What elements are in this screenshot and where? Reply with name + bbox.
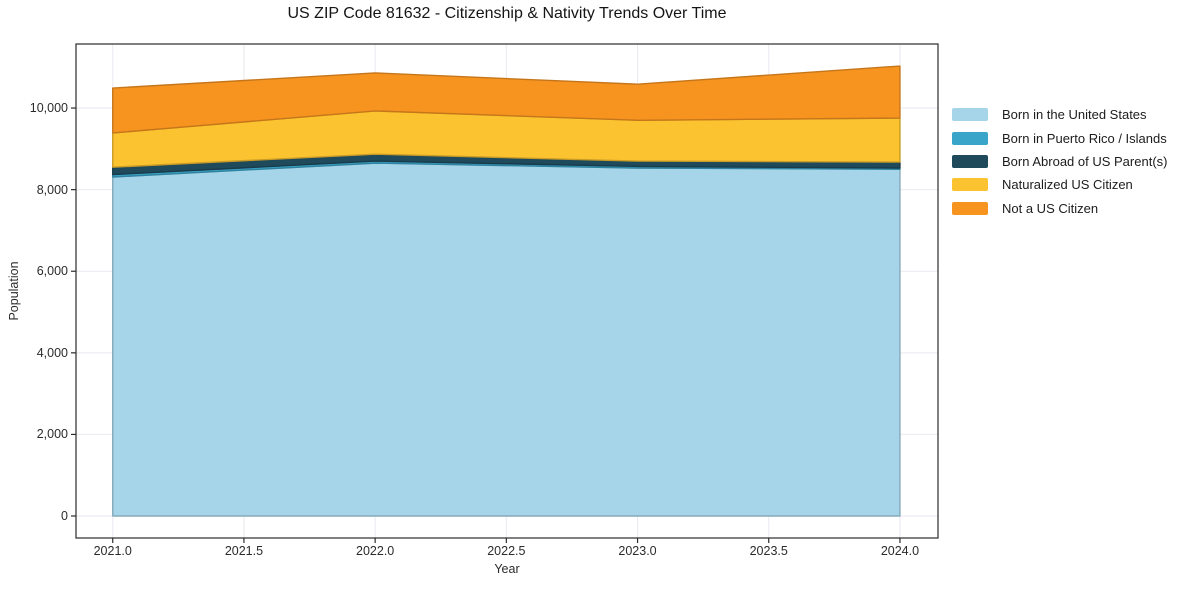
legend-swatch (952, 108, 988, 122)
legend-swatch (952, 178, 988, 192)
x-tick-label: 2022.0 (356, 544, 395, 558)
x-tick-label: 2023.5 (749, 544, 788, 558)
legend-row: Born in Puerto Rico / Islands (952, 126, 1167, 149)
legend-row: Born Abroad of US Parent(s) (952, 150, 1167, 173)
y-tick-label: 6,000 (36, 264, 68, 279)
y-tick-label: 8,000 (36, 182, 68, 197)
legend-label: Born in Puerto Rico / Islands (1002, 130, 1167, 146)
y-tick-label: 10,000 (29, 101, 68, 116)
y-tick-label: 0 (61, 509, 68, 523)
legend-swatch (952, 131, 988, 145)
legend-row: Born in the United States (952, 103, 1167, 126)
legend-row: Naturalized US Citizen (952, 173, 1167, 196)
legend: Born in the United States Born in Puerto … (952, 103, 1167, 220)
x-tick-label: 2024.0 (880, 544, 920, 558)
y-tick-label: 2,000 (36, 427, 68, 442)
legend-label: Naturalized US Citizen (1002, 177, 1133, 193)
y-axis-label: Population (7, 261, 21, 321)
x-tick-label: 2021.5 (224, 544, 264, 558)
area-series (112, 162, 901, 517)
x-tick-label: 2023.0 (618, 544, 657, 558)
y-tick-label: 4,000 (36, 345, 68, 360)
x-axis-label: Year (494, 562, 520, 576)
legend-label: Born in the United States (1002, 107, 1147, 123)
legend-label: Not a US Citizen (1002, 200, 1099, 216)
chart-title: US ZIP Code 81632 - Citizenship & Nativi… (287, 5, 727, 22)
legend-swatch (952, 201, 988, 215)
x-tick-label: 2022.5 (487, 544, 526, 558)
x-tick-label: 2021.0 (93, 544, 132, 558)
legend-row: Not a US Citizen (952, 197, 1167, 220)
plot-frame (75, 43, 939, 539)
legend-swatch (952, 154, 988, 168)
area-series (112, 65, 901, 134)
legend-label: Born Abroad of US Parent(s) (1002, 153, 1168, 169)
